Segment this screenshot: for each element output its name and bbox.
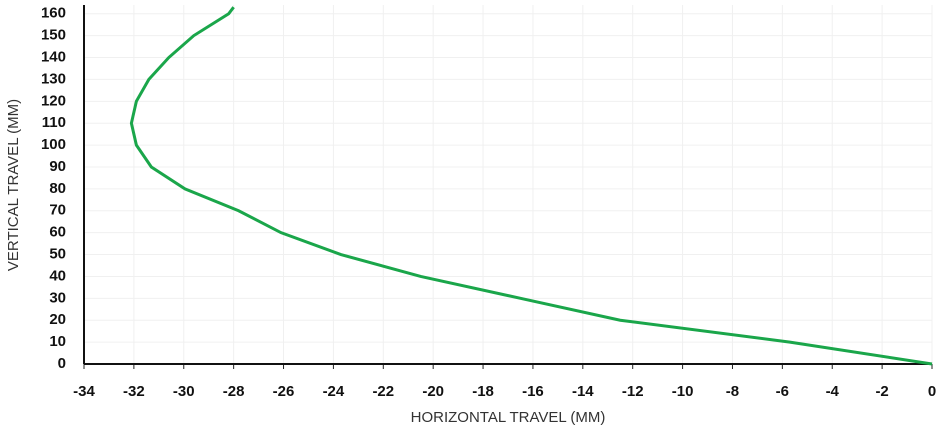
- x-tick-label: -26: [273, 383, 295, 400]
- y-tick-label: 20: [49, 311, 66, 328]
- y-tick-label: 120: [41, 92, 66, 109]
- x-tick-label: -22: [372, 383, 394, 400]
- x-tick-label: -20: [422, 383, 444, 400]
- y-tick-label: 10: [49, 333, 66, 350]
- x-tick-label: -2: [875, 383, 888, 400]
- x-tick-label: -30: [173, 383, 195, 400]
- x-tick-label: -34: [73, 383, 95, 400]
- y-tick-label: 50: [49, 246, 66, 263]
- y-tick-label: 150: [41, 27, 66, 44]
- x-axis-label: HORIZONTAL TRAVEL (MM): [411, 409, 606, 426]
- y-tick-label: 160: [41, 5, 66, 22]
- x-tick-label: 0: [928, 383, 936, 400]
- data-line: [129, 6, 933, 366]
- y-tick-label: 100: [41, 136, 66, 153]
- x-tick-label: -14: [572, 383, 594, 400]
- y-tick-label: 90: [49, 158, 66, 175]
- x-tick-label: -16: [522, 383, 544, 400]
- x-tick-label: -10: [672, 383, 694, 400]
- x-tick-label: -12: [622, 383, 644, 400]
- y-tick-label: 30: [49, 289, 66, 306]
- y-tick-label: 130: [41, 70, 66, 87]
- x-tick-label: -6: [776, 383, 789, 400]
- y-tick-label: 110: [42, 114, 66, 131]
- x-tick-label: -24: [323, 383, 345, 400]
- x-tick-label: -18: [472, 383, 494, 400]
- y-tick-label: 140: [41, 49, 66, 66]
- y-tick-label: 60: [49, 224, 66, 241]
- x-tick-label: -32: [123, 383, 145, 400]
- y-tick-label: 40: [49, 267, 66, 284]
- y-tick-label: 0: [58, 355, 66, 372]
- y-tick-label: 70: [49, 202, 66, 219]
- y-axis-label: VERTICAL TRAVEL (MM): [5, 99, 22, 271]
- x-tick-label: -28: [223, 383, 245, 400]
- x-tick-label: -4: [826, 383, 840, 400]
- y-tick-label: 80: [49, 180, 66, 197]
- x-tick-label: -8: [726, 383, 739, 400]
